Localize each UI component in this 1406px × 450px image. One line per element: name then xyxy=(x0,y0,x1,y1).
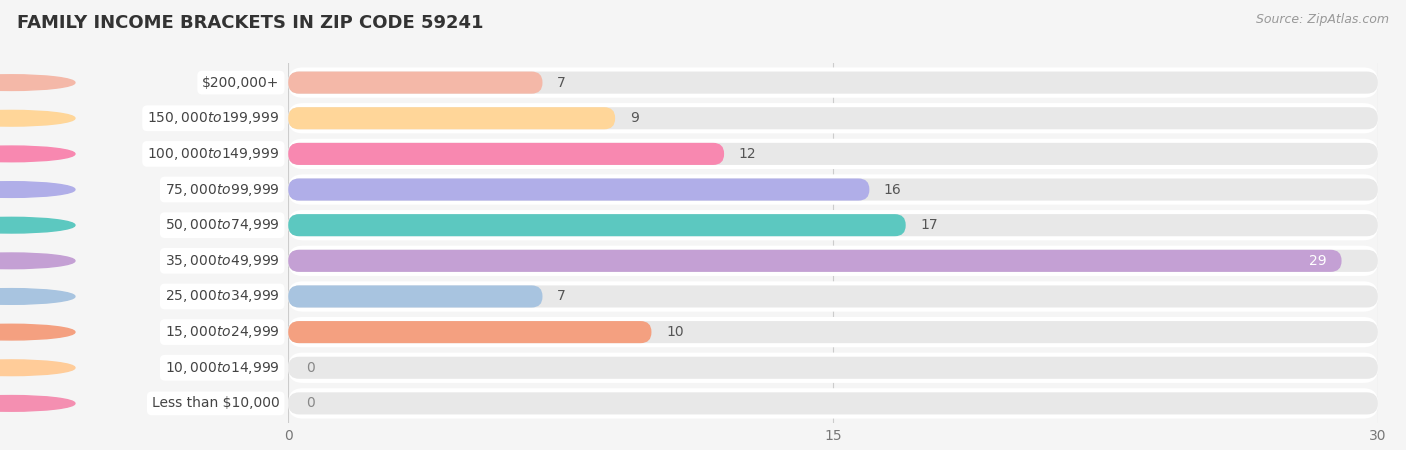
FancyBboxPatch shape xyxy=(288,143,724,165)
Text: 16: 16 xyxy=(884,183,901,197)
Text: Less than $10,000: Less than $10,000 xyxy=(152,396,280,410)
Circle shape xyxy=(0,360,75,376)
Circle shape xyxy=(0,217,75,233)
Text: 12: 12 xyxy=(738,147,756,161)
FancyBboxPatch shape xyxy=(288,72,543,94)
Text: 7: 7 xyxy=(557,76,565,90)
FancyBboxPatch shape xyxy=(288,250,1341,272)
Text: 17: 17 xyxy=(920,218,938,232)
FancyBboxPatch shape xyxy=(288,250,1378,272)
FancyBboxPatch shape xyxy=(288,321,1378,343)
Text: 10: 10 xyxy=(666,325,683,339)
FancyBboxPatch shape xyxy=(288,214,1378,236)
Text: 7: 7 xyxy=(557,289,565,303)
FancyBboxPatch shape xyxy=(288,107,614,129)
FancyBboxPatch shape xyxy=(288,175,1378,205)
FancyBboxPatch shape xyxy=(288,72,1378,94)
FancyBboxPatch shape xyxy=(288,285,543,307)
Text: $10,000 to $14,999: $10,000 to $14,999 xyxy=(165,360,280,376)
Text: $150,000 to $199,999: $150,000 to $199,999 xyxy=(148,110,280,126)
Text: $50,000 to $74,999: $50,000 to $74,999 xyxy=(165,217,280,233)
Text: 29: 29 xyxy=(1309,254,1327,268)
Circle shape xyxy=(0,182,75,198)
FancyBboxPatch shape xyxy=(288,281,1378,311)
Text: $200,000+: $200,000+ xyxy=(202,76,280,90)
FancyBboxPatch shape xyxy=(288,321,651,343)
Text: FAMILY INCOME BRACKETS IN ZIP CODE 59241: FAMILY INCOME BRACKETS IN ZIP CODE 59241 xyxy=(17,14,484,32)
Text: 0: 0 xyxy=(307,361,315,375)
FancyBboxPatch shape xyxy=(288,246,1378,276)
FancyBboxPatch shape xyxy=(288,103,1378,133)
Circle shape xyxy=(0,253,75,269)
FancyBboxPatch shape xyxy=(288,285,1378,307)
FancyBboxPatch shape xyxy=(288,179,869,201)
Circle shape xyxy=(0,324,75,340)
FancyBboxPatch shape xyxy=(288,353,1378,383)
FancyBboxPatch shape xyxy=(288,214,905,236)
FancyBboxPatch shape xyxy=(288,179,1378,201)
FancyBboxPatch shape xyxy=(288,392,1378,414)
Text: Source: ZipAtlas.com: Source: ZipAtlas.com xyxy=(1256,14,1389,27)
FancyBboxPatch shape xyxy=(288,388,1378,419)
Text: $15,000 to $24,999: $15,000 to $24,999 xyxy=(165,324,280,340)
Circle shape xyxy=(0,75,75,90)
Circle shape xyxy=(0,110,75,126)
FancyBboxPatch shape xyxy=(288,357,1378,379)
FancyBboxPatch shape xyxy=(288,68,1378,98)
Circle shape xyxy=(0,396,75,411)
Text: $75,000 to $99,999: $75,000 to $99,999 xyxy=(165,181,280,198)
Text: $25,000 to $34,999: $25,000 to $34,999 xyxy=(165,288,280,305)
FancyBboxPatch shape xyxy=(288,210,1378,240)
Circle shape xyxy=(0,288,75,304)
Circle shape xyxy=(0,146,75,162)
FancyBboxPatch shape xyxy=(288,139,1378,169)
Text: 9: 9 xyxy=(630,111,638,125)
FancyBboxPatch shape xyxy=(288,107,1378,129)
Text: $100,000 to $149,999: $100,000 to $149,999 xyxy=(148,146,280,162)
Text: 0: 0 xyxy=(307,396,315,410)
Text: $35,000 to $49,999: $35,000 to $49,999 xyxy=(165,253,280,269)
FancyBboxPatch shape xyxy=(288,317,1378,347)
FancyBboxPatch shape xyxy=(288,143,1378,165)
